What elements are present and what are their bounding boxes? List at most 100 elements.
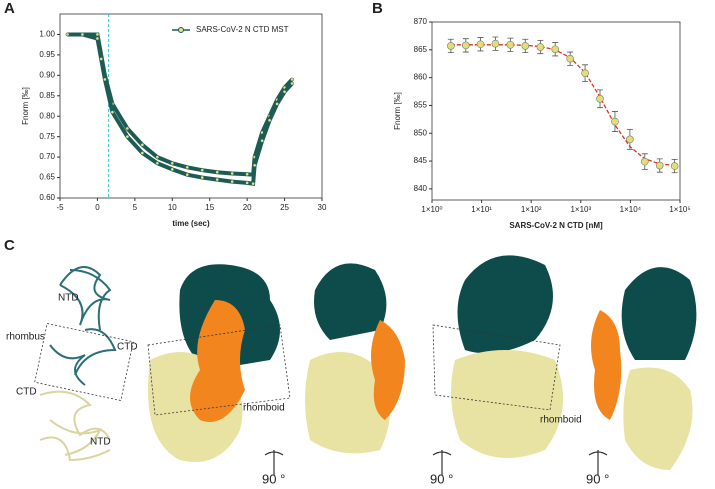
y-axis-label: Fnorm [‰] [21, 87, 30, 125]
trace-point [80, 32, 85, 37]
trace-point [215, 177, 220, 182]
y-tick-label: 0.95 [39, 50, 55, 59]
data-point [626, 135, 634, 144]
ribbon-label: NTD [90, 437, 111, 448]
trace-point [185, 165, 190, 170]
y-tick-label: 0.80 [39, 111, 55, 120]
trace-point [290, 81, 294, 86]
trace-point [185, 172, 190, 177]
data-point [596, 94, 604, 103]
y-tick-label: 870 [414, 17, 428, 26]
plot-frame [431, 21, 681, 201]
y-tick-label: 860 [414, 73, 428, 82]
density-maps [147, 255, 697, 475]
trace-point [99, 57, 104, 61]
data-point [536, 43, 545, 51]
y-tick-label: 0.85 [39, 91, 55, 100]
data-point [566, 54, 574, 63]
ribbon-label: rhombus [6, 332, 45, 343]
data-point [491, 39, 500, 48]
y-tick-label: 855 [414, 101, 428, 110]
trace-point [155, 155, 160, 159]
x-tick-label: 20 [243, 203, 252, 212]
ribbon-label: CTD [16, 387, 37, 398]
trace-point [125, 126, 130, 131]
x-axis-label: SARS-CoV-2 N CTD [nM] [509, 221, 603, 230]
x-tick-label: 1×10⁵ [669, 205, 690, 214]
ribbon-label: CTD [117, 342, 138, 353]
trace-line [67, 32, 294, 186]
trace-point [252, 163, 257, 168]
data-point [506, 41, 515, 49]
y-tick-label: 840 [414, 184, 428, 193]
y-axis-label: Fnorm [‰] [393, 92, 402, 130]
x-tick-label: 15 [205, 203, 214, 212]
trace-point [230, 171, 235, 176]
trace-point [267, 118, 272, 123]
trace-point [230, 179, 235, 184]
x-tick-label: 1×10⁰ [421, 205, 442, 214]
trace-point [95, 32, 100, 37]
trace-point [275, 102, 279, 106]
rhomboid-label: rhomboid [540, 415, 582, 426]
trace-point [282, 89, 287, 94]
y-tick-label: 0.60 [39, 193, 55, 202]
trace-point [170, 167, 175, 172]
panel-label: B [372, 0, 383, 17]
trace-point [125, 134, 130, 139]
rhomboid-label: rhomboid [243, 403, 285, 414]
trace-point [170, 161, 175, 166]
trace-point [251, 181, 255, 186]
x-tick-label: 10 [168, 203, 177, 212]
data-point [551, 45, 560, 54]
data-point [655, 161, 664, 170]
trace-point [65, 32, 70, 37]
x-axis-label: time (sec) [172, 219, 210, 228]
trace-point [140, 151, 145, 155]
x-tick-label: 1×10¹ [471, 205, 492, 214]
legend-marker [178, 27, 184, 33]
data-point [640, 157, 649, 166]
x-tick-label: 30 [318, 203, 327, 212]
trace-point [95, 36, 100, 41]
x-tick-label: 0 [95, 203, 100, 212]
trace-point [215, 170, 220, 175]
x-tick-label: 1×10² [521, 205, 542, 214]
data-point [461, 41, 470, 50]
ribbon-structure [34, 266, 134, 462]
trace-point [103, 77, 107, 82]
data-point [476, 40, 485, 49]
x-tick-label: 1×10³ [570, 205, 591, 214]
rotation-label: 90 ° [262, 471, 285, 486]
y-tick-label: 0.70 [39, 152, 55, 161]
ribbon-label: NTD [58, 293, 79, 304]
trace-point [260, 138, 264, 143]
trace-point [110, 110, 115, 114]
trace-point [200, 168, 205, 173]
data-point [581, 69, 589, 77]
data-point [670, 162, 679, 170]
trace-point [245, 181, 249, 185]
trace-point [200, 175, 205, 180]
x-tick-label: 1×10⁴ [620, 205, 642, 214]
trace-point [290, 77, 294, 82]
trace-point [155, 161, 160, 166]
rotation-label: 90 ° [430, 471, 453, 486]
x-tick-label: 5 [133, 203, 138, 212]
data-point [447, 42, 455, 50]
legend-label: SARS-CoV-2 N CTD MST [196, 25, 289, 34]
y-tick-label: 0.90 [39, 70, 55, 79]
trace-point [245, 172, 249, 177]
fit-curve [450, 44, 675, 167]
y-tick-label: 0.75 [39, 132, 55, 141]
plot-frame [59, 13, 323, 199]
x-tick-label: -5 [56, 203, 64, 212]
panel-label: C [4, 237, 15, 254]
x-tick-label: 25 [280, 203, 289, 212]
data-point [521, 42, 530, 50]
y-tick-label: 845 [414, 156, 428, 165]
rotation-label: 90 ° [586, 471, 609, 486]
y-tick-label: 865 [414, 45, 428, 54]
